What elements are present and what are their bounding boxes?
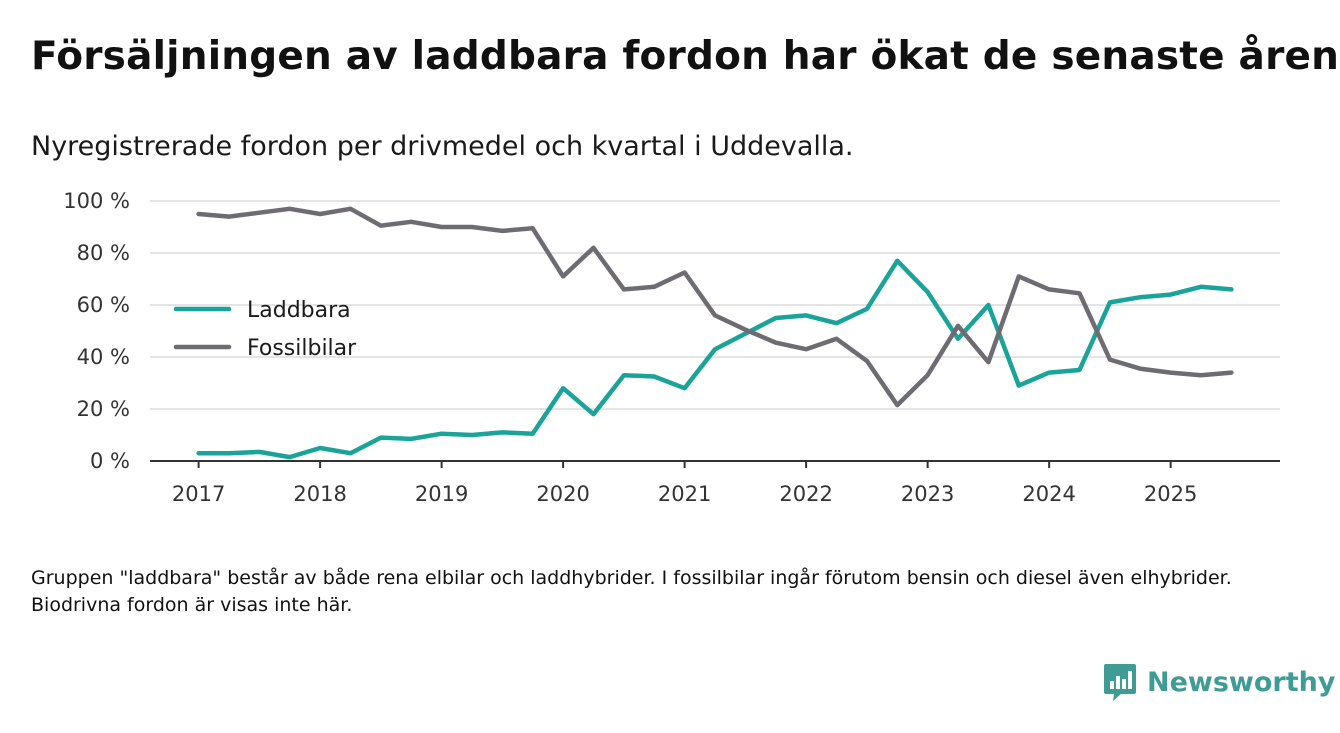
- series-line-fossilbilar: [196, 206, 1234, 408]
- brand-logo: Newsworthy: [1103, 662, 1335, 702]
- x-tick-label: 2020: [536, 482, 589, 506]
- legend: Laddbara Fossilbilar: [173, 298, 357, 361]
- gridlines: [150, 200, 1280, 410]
- axes: 0 % 20 % 40 % 60 % 80 % 100 % 2017 2018 2019 2020…: [63, 189, 1280, 506]
- x-tick-label: 2023: [901, 482, 954, 506]
- page-title: Försäljningen av laddbara fordon har öka…: [31, 34, 1340, 79]
- y-tick-label: 20 %: [77, 397, 130, 421]
- x-tick-label: 2022: [779, 482, 832, 506]
- y-tick-label: 80 %: [77, 241, 130, 265]
- y-tick-label: 40 %: [77, 345, 130, 369]
- y-tick-label: 60 %: [77, 293, 130, 317]
- legend-label-laddbara: Laddbara: [247, 298, 351, 323]
- footnote: Gruppen "laddbara" består av både rena e…: [31, 567, 1232, 616]
- legend-label-fossilbilar: Fossilbilar: [247, 336, 357, 361]
- x-tick-label: 2025: [1144, 482, 1197, 506]
- y-tick-label: 100 %: [63, 189, 130, 213]
- x-tick-label: 2018: [293, 482, 346, 506]
- series-line-laddbara: [196, 258, 1234, 460]
- chart-subtitle: Nyregistrerade fordon per drivmedel och …: [31, 131, 854, 162]
- x-tick-label: 2017: [172, 482, 225, 506]
- x-tick-label: 2021: [658, 482, 711, 506]
- newsworthy-logo-icon: [1104, 664, 1136, 701]
- series-lines: [196, 206, 1234, 460]
- x-tick-label: 2019: [415, 482, 468, 506]
- brand-name: Newsworthy: [1147, 666, 1336, 698]
- x-tick-label: 2024: [1022, 482, 1075, 506]
- line-chart: 0 % 20 % 40 % 60 % 80 % 100 % 2017 2018 2019 2020…: [63, 189, 1280, 506]
- y-tick-label: 0 %: [90, 449, 130, 473]
